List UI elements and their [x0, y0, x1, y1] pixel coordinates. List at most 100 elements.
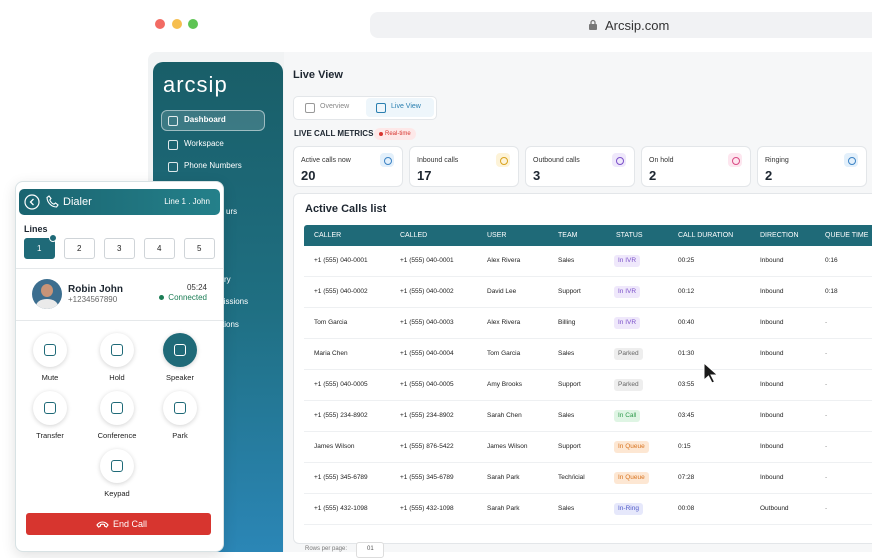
metric-label: Ringing: [765, 157, 789, 164]
table-cell: 0:15: [678, 443, 691, 450]
nav-item[interactable]: ry: [224, 275, 231, 284]
table-cell: +1 (555) 876-5422: [400, 443, 454, 450]
rows-per-page-label: Rows per page:: [305, 546, 348, 552]
nav-icon: [168, 162, 178, 172]
close-dot: [155, 19, 165, 29]
nav-item[interactable]: Workspace: [184, 139, 224, 148]
line-button[interactable]: 2: [64, 238, 95, 259]
line-number: 5: [197, 244, 202, 253]
mouse-cursor: [703, 362, 719, 384]
table-cell: Alex Rivera: [487, 319, 521, 326]
table-cell: 00:08: [678, 505, 695, 512]
nav-item[interactable]: Dashboard: [184, 115, 226, 124]
dialer-button[interactable]: [33, 333, 67, 367]
metric-value: 17: [417, 168, 432, 183]
end-call-button[interactable]: End Call: [26, 513, 211, 535]
table-cell: +1 (555) 432-1098: [400, 505, 454, 512]
line-button[interactable]: 3: [104, 238, 135, 259]
metric-icon-glyph: [848, 157, 856, 165]
table-cell: Sarah Park: [487, 505, 520, 512]
table-cell: +1 (555) 234-8902: [314, 412, 368, 419]
contact-name: Robin John: [68, 284, 123, 295]
status-badge: Parked: [614, 348, 643, 360]
table-title: Active Calls list: [305, 203, 387, 215]
dialer-panel: Dialer Line 1 . John Lines Robin John +1…: [15, 181, 224, 552]
table-cell: -: [825, 350, 828, 357]
metric-icon-glyph: [384, 157, 392, 165]
table-cell: Tom Garcia: [487, 350, 521, 357]
line-button[interactable]: 4: [144, 238, 175, 259]
table-cell: -: [825, 381, 828, 388]
button-label: Mute: [41, 373, 59, 382]
button-label: Keypad: [104, 489, 130, 498]
table-cell: 0:16: [825, 257, 838, 264]
table-cell: 03:45: [678, 412, 695, 419]
back-button[interactable]: [24, 194, 40, 210]
button-glyph: [111, 402, 123, 414]
metric-label: Active calls now: [301, 157, 351, 164]
line-number: 2: [77, 244, 82, 253]
table-cell: James Wilson: [487, 443, 528, 450]
line-indicator: [49, 234, 57, 242]
table-cell: Tom Garcia: [314, 319, 348, 326]
status-text: In Call: [618, 412, 637, 419]
table-cell: Sales: [558, 412, 575, 419]
metric-card: Active calls now 20: [293, 146, 403, 187]
table-cell: -: [825, 412, 828, 419]
table-cell: -: [825, 505, 828, 512]
metric-icon: [728, 153, 742, 167]
avatar: [32, 279, 62, 309]
table-cell: Support: [558, 443, 581, 450]
logo: arcsip: [163, 72, 228, 97]
row-divider: [304, 369, 872, 370]
nav-item[interactable]: tions: [222, 320, 239, 329]
status-badge: In IVR: [614, 255, 641, 267]
hangup-icon: [96, 521, 109, 528]
line-button[interactable]: 5: [184, 238, 215, 259]
nav-item[interactable]: urs: [226, 207, 238, 216]
table-cell: Alex Rivera: [487, 257, 521, 264]
status-text: Parked: [618, 381, 639, 388]
button-label: Speaker: [166, 373, 194, 382]
nav-item[interactable]: Phone Numbers: [184, 161, 242, 170]
nav-item[interactable]: missions: [217, 297, 249, 306]
table-cell: Inbound: [760, 257, 784, 264]
phone-icon: [46, 195, 59, 208]
dialer-button[interactable]: [163, 333, 197, 367]
tab[interactable]: Live View: [391, 103, 421, 110]
url-bar[interactable]: Arcsip.com: [370, 12, 872, 38]
dialer-button[interactable]: [100, 449, 134, 483]
table-cell: Support: [558, 288, 581, 295]
table-cell: +1 (555) 040-0002: [400, 288, 454, 295]
dialer-button[interactable]: [100, 391, 134, 425]
table-cell: +1 (555) 040-0001: [400, 257, 454, 264]
metric-card: Inbound calls 17: [409, 146, 519, 187]
table-cell: +1 (555) 432-1098: [314, 505, 368, 512]
table-cell: Sales: [558, 350, 575, 357]
line-number: 1: [37, 244, 42, 253]
column-header: TEAM: [558, 232, 578, 239]
button-glyph: [111, 460, 123, 472]
dialer-button[interactable]: [33, 391, 67, 425]
table-cell: -: [825, 443, 828, 450]
metric-icon: [612, 153, 626, 167]
dialer-title: Dialer: [63, 196, 92, 208]
tab[interactable]: Overview: [320, 103, 350, 110]
table-cell: -: [825, 474, 828, 481]
call-status: Connected: [168, 293, 207, 302]
table-cell: Outbound: [760, 505, 789, 512]
status-text: In IVR: [618, 319, 637, 326]
lines-label: Lines: [24, 224, 48, 234]
dialer-button[interactable]: [163, 391, 197, 425]
line-button[interactable]: 1: [24, 234, 57, 259]
table-cell: Maria Chen: [314, 350, 348, 357]
column-header: CALLED: [400, 232, 428, 239]
url-text: Arcsip.com: [605, 18, 670, 33]
table-cell: 01:30: [678, 350, 695, 357]
table-cell: 07:28: [678, 474, 695, 481]
dialer-button[interactable]: [100, 333, 134, 367]
button-label: Conference: [97, 431, 137, 440]
nav-active-bg: [161, 110, 265, 131]
table-cell: +1 (555) 345-6789: [400, 474, 454, 481]
